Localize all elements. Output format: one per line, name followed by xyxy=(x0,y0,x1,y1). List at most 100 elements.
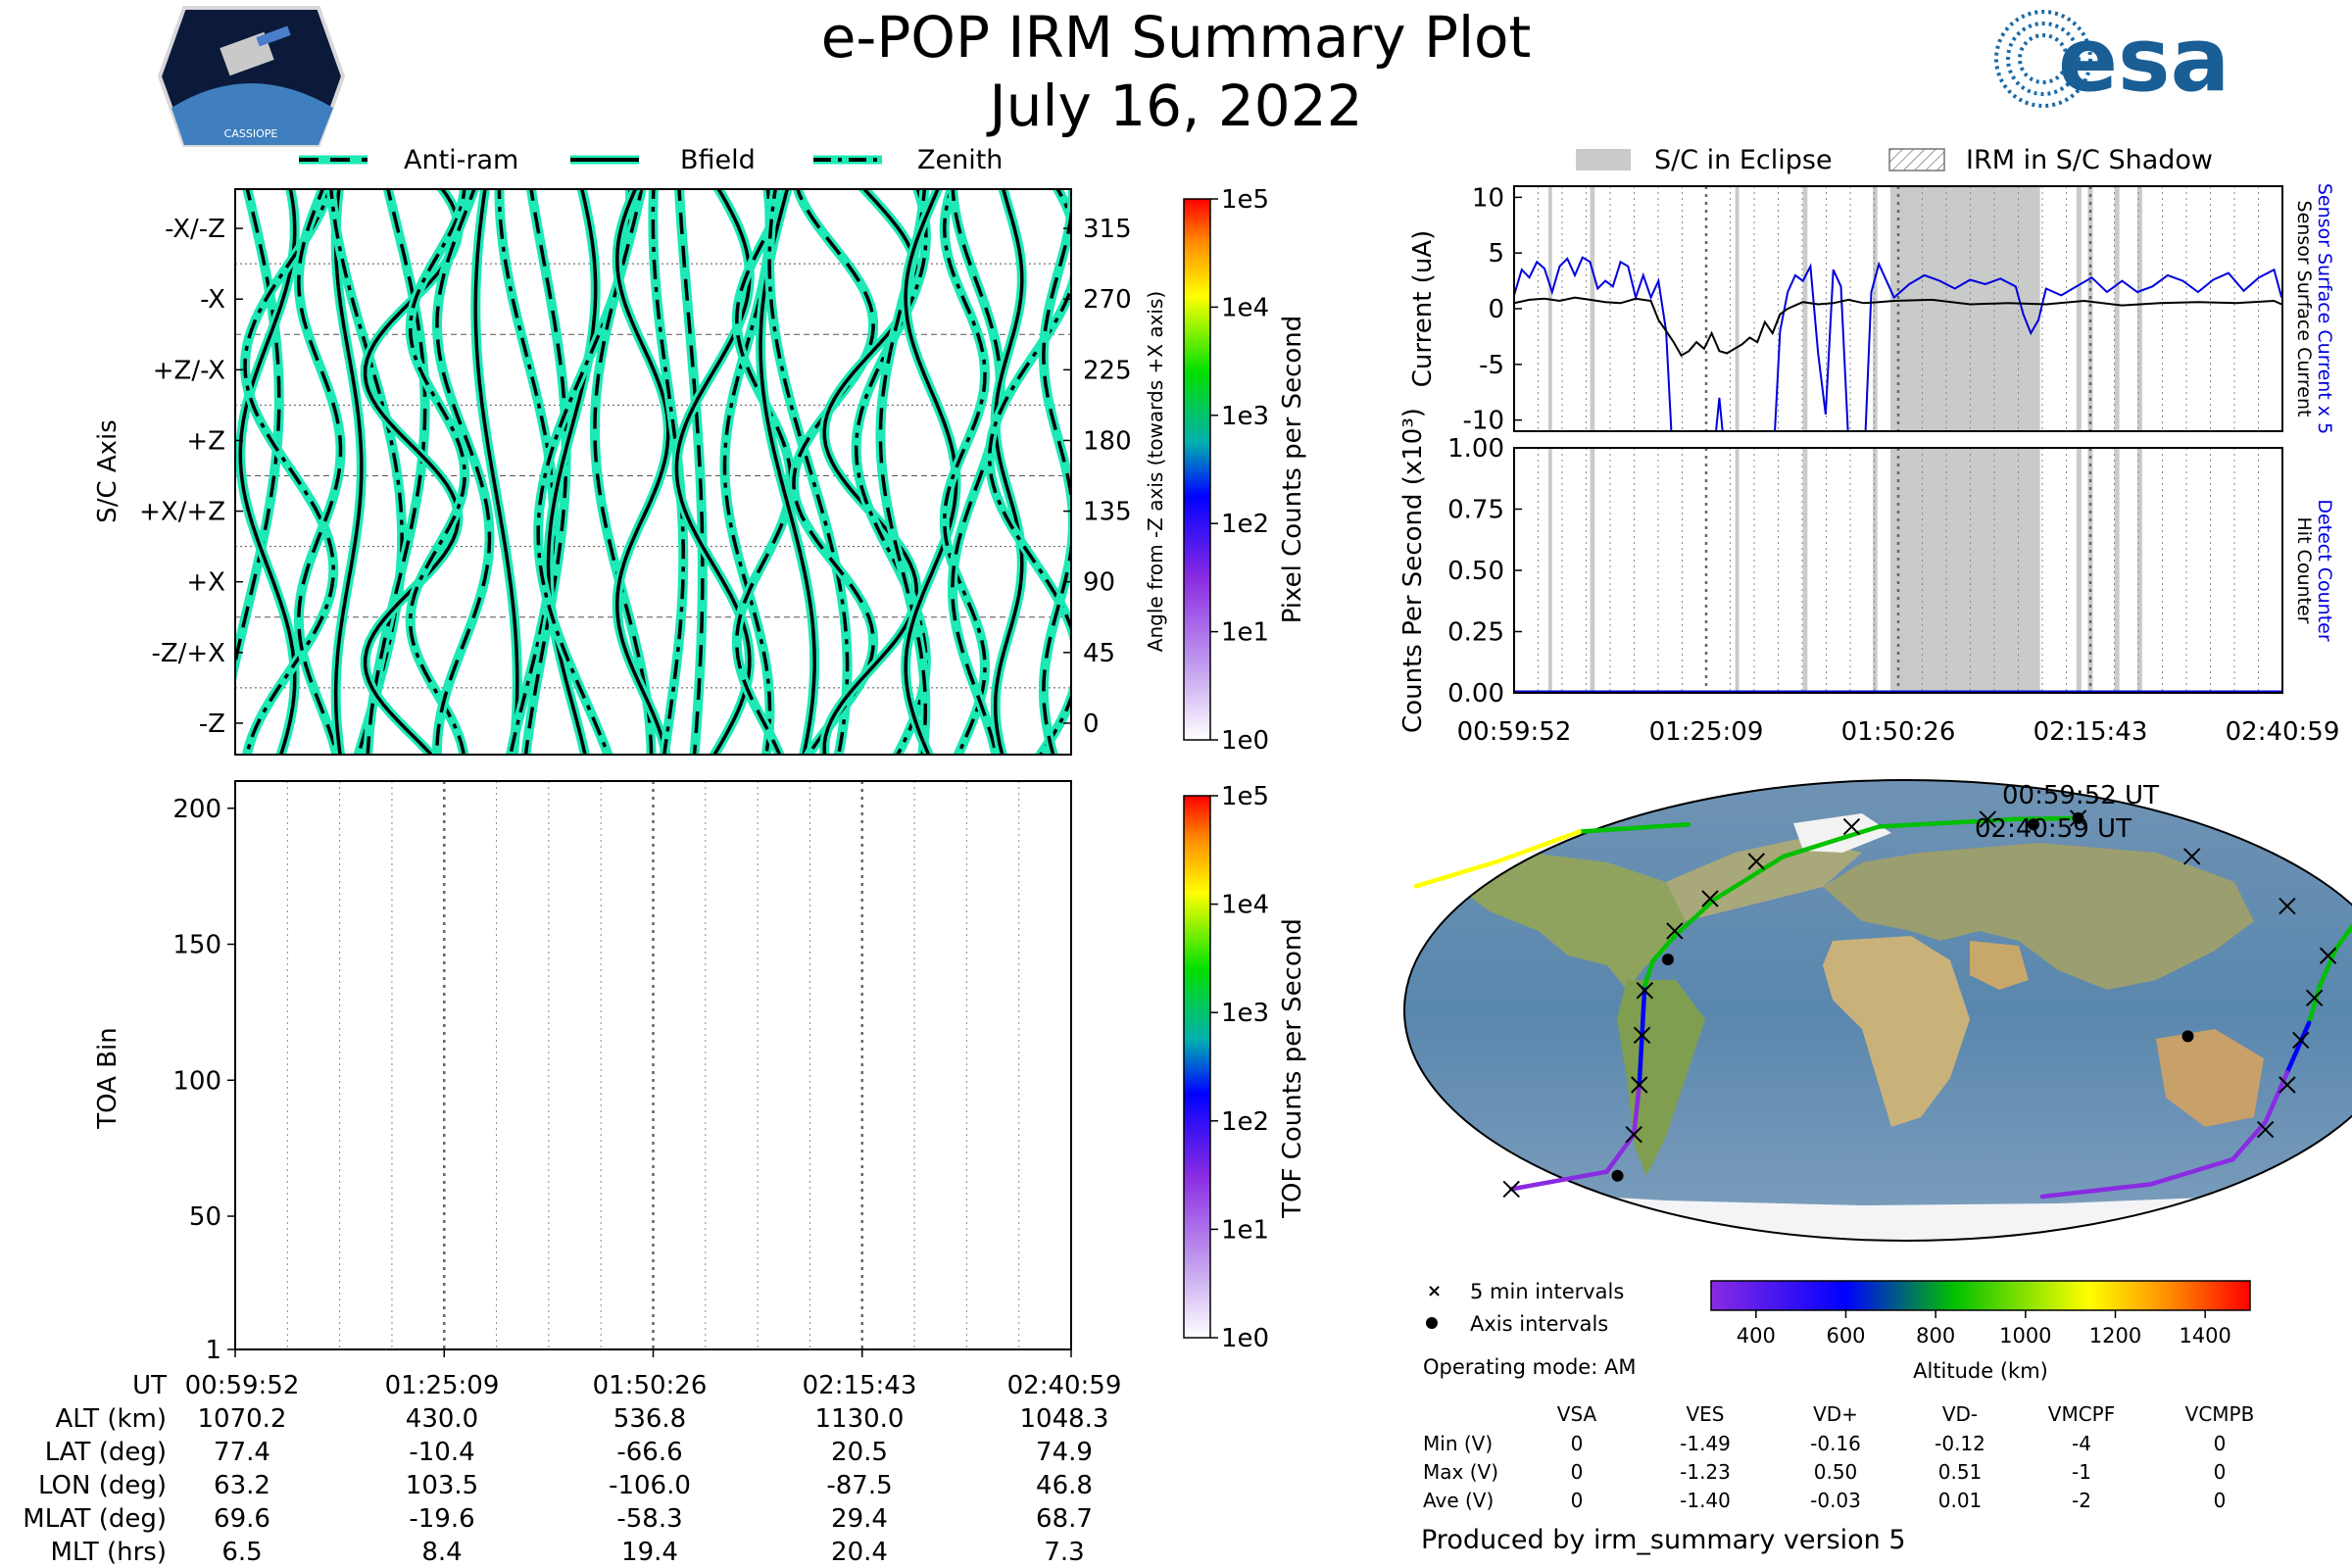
ground-track-map: 00:59:52 UT 02:40:59 UT xyxy=(1403,779,2352,1242)
current-ytick-label: 5 xyxy=(1488,239,1504,269)
ground-track-segment xyxy=(2039,1182,2154,1200)
current-ytick-label: -10 xyxy=(1463,407,1504,436)
ground-track-segment xyxy=(1642,958,1655,988)
sc-axis-curve xyxy=(767,189,850,755)
ephemeris-cell: 01:25:09 xyxy=(385,1371,500,1400)
legend-anti-ram: Anti-ram xyxy=(404,145,518,175)
ephemeris-cell: 430.0 xyxy=(406,1404,478,1434)
voltage-header: VMCPF xyxy=(2048,1402,2115,1426)
current-ticks: 10 5 0 -5 -10 xyxy=(1463,183,1522,436)
ground-track-marks xyxy=(1502,809,2337,1199)
sc-axis-right-label: 135 xyxy=(1083,498,1132,527)
sc-axis-right-ylabel: Angle from -Z axis (towards +X axis) xyxy=(1144,291,1167,652)
sc-axis-curve xyxy=(435,189,492,755)
toa-ytick-label: 50 xyxy=(189,1202,221,1232)
five-min-mark xyxy=(1701,890,1719,907)
page-date: July 16, 2022 xyxy=(986,73,1362,139)
altitude-tick-label: 600 xyxy=(1826,1324,1865,1348)
current-eclipse-band xyxy=(2136,186,2142,431)
track-start-label: 00:59:52 UT xyxy=(2002,781,2159,810)
colorbar-tof: 1e5 1e4 1e3 1e2 1e1 1e0 TOF Counts per Second xyxy=(1183,782,1307,1353)
sc-axis-grid xyxy=(235,263,1071,689)
voltage-header: VD+ xyxy=(1813,1402,1858,1426)
ephemeris-cell: -87.5 xyxy=(826,1471,892,1500)
ephemeris-cell: 20.4 xyxy=(831,1538,888,1567)
sc-axis-ticks: -X/-Z 315 -X 270 +Z/-X 225 +Z 180 +X/+Z 135 +X 90 -Z… xyxy=(139,215,1132,739)
ephemeris-cell: 63.2 xyxy=(214,1471,270,1500)
ephemeris-cell: -106.0 xyxy=(609,1471,691,1500)
ephemeris-cell: 536.8 xyxy=(613,1404,686,1434)
current-eclipse-band xyxy=(2076,186,2082,431)
axis-interval-dot xyxy=(2028,818,2039,831)
voltage-cell: 0.51 xyxy=(1938,1460,1983,1484)
counts-eclipse-band xyxy=(2087,448,2093,693)
ephemeris-cell: 103.5 xyxy=(406,1471,478,1500)
sc-axis-curve xyxy=(677,189,705,755)
sc-axis-curve-halo xyxy=(405,189,470,755)
ephemeris-cell: 6.5 xyxy=(221,1538,262,1567)
sc-axis-curves xyxy=(235,189,1071,755)
current-eclipse-band xyxy=(2087,186,2093,431)
voltage-header: VCMPB xyxy=(2185,1402,2255,1426)
current-ytick-label: 0 xyxy=(1488,295,1504,324)
five-min-mark xyxy=(1842,817,1861,836)
voltage-cell: 0.01 xyxy=(1938,1489,1983,1512)
counts-plot: 1.00 0.75 0.50 0.25 0.00 00:59:52 01:25:09 01:5… xyxy=(1398,408,2339,747)
voltage-cell: -2 xyxy=(2072,1489,2091,1512)
voltage-cell: -1.49 xyxy=(1680,1432,1731,1455)
current-eclipse-bands xyxy=(1547,186,2142,431)
ephemeris-cell: 77.4 xyxy=(214,1438,270,1467)
sc-axis-curve xyxy=(993,189,1024,755)
current-grid xyxy=(1538,186,2259,431)
counts-xtick-label: 01:25:09 xyxy=(1649,717,1764,747)
ephemeris-cell: 8.4 xyxy=(421,1538,462,1567)
sc-axis-right-label: 45 xyxy=(1083,639,1115,668)
voltage-row-label: Max (V) xyxy=(1423,1460,1498,1484)
legend-axis-int: Axis intervals xyxy=(1470,1312,1608,1336)
current-eclipse-band xyxy=(1873,186,1878,431)
counts-ylabel: Counts Per Second (x10³) xyxy=(1398,408,1428,733)
ephemeris-cell: 02:15:43 xyxy=(803,1371,917,1400)
ground-track-segment xyxy=(2012,815,2081,822)
counts-eclipse-band xyxy=(2114,448,2120,693)
ephemeris-cell: 1070.2 xyxy=(198,1404,287,1434)
five-min-mark xyxy=(1633,1026,1651,1045)
colorbar-tof-tick-label: 1e3 xyxy=(1221,999,1269,1028)
legend-x-icon: × xyxy=(1427,1281,1442,1301)
sc-axis-left-label: -X xyxy=(200,285,225,315)
axis-interval-dot xyxy=(2181,1030,2194,1043)
ephemeris-cell: -58.3 xyxy=(616,1504,682,1534)
toa-plot: 200 150 100 50 1 TOA Bin xyxy=(93,780,1072,1365)
voltage-cell: -1.40 xyxy=(1680,1489,1731,1512)
ground-track-segment xyxy=(2284,1020,2312,1075)
colorbar-tof-tick-label: 1e4 xyxy=(1221,891,1269,920)
sc-axis-curve xyxy=(615,189,670,755)
ephemeris-cell: 46.8 xyxy=(1036,1471,1093,1500)
toa-ytick-label: 200 xyxy=(172,795,221,824)
sc-axis-curve-halo xyxy=(1038,189,1071,755)
footer-produced-by: Produced by irm_summary version 5 xyxy=(1421,1525,1906,1555)
ground-track-segment xyxy=(1640,983,1647,1038)
voltage-cell: 0 xyxy=(2214,1460,2227,1484)
ground-track-segment xyxy=(2306,983,2323,1025)
voltage-cell: 0 xyxy=(1571,1460,1584,1484)
five-min-mark xyxy=(2278,1076,2296,1094)
voltage-cell: -4 xyxy=(2072,1432,2091,1455)
sc-axis-plot: -X/-Z 315 -X 270 +Z/-X 225 +Z 180 +X/+Z 135 +X 90 -Z… xyxy=(93,188,1167,756)
five-min-mark xyxy=(1979,810,1997,828)
voltage-cell: -0.03 xyxy=(1810,1489,1861,1512)
legend-eclipse: S/C in Eclipse IRM in S/C Shadow xyxy=(1576,145,2213,175)
sc-axis-right-label: 90 xyxy=(1083,568,1115,598)
operating-mode: Operating mode: AM xyxy=(1423,1355,1636,1379)
ground-track-segment xyxy=(2148,1156,2235,1187)
voltage-table: VSA VES VD+ VD- VMCPF VCMPB Min (V) 0 -1.49 -0.16… xyxy=(1423,1402,2254,1512)
five-min-mark xyxy=(1631,1076,1648,1094)
toa-ytick-label: 150 xyxy=(172,931,221,960)
ephemeris-cell: 01:50:26 xyxy=(593,1371,708,1400)
sc-axis-curve xyxy=(735,189,793,755)
colorbar-tof-ticks: 1e5 1e4 1e3 1e2 1e1 1e0 xyxy=(1210,782,1269,1353)
axis-interval-dot xyxy=(1661,954,1674,966)
sc-axis-right-label: 0 xyxy=(1083,710,1100,739)
colorbar-tof-tick-label: 1e0 xyxy=(1221,1324,1269,1353)
sc-axis-curve xyxy=(297,189,343,755)
